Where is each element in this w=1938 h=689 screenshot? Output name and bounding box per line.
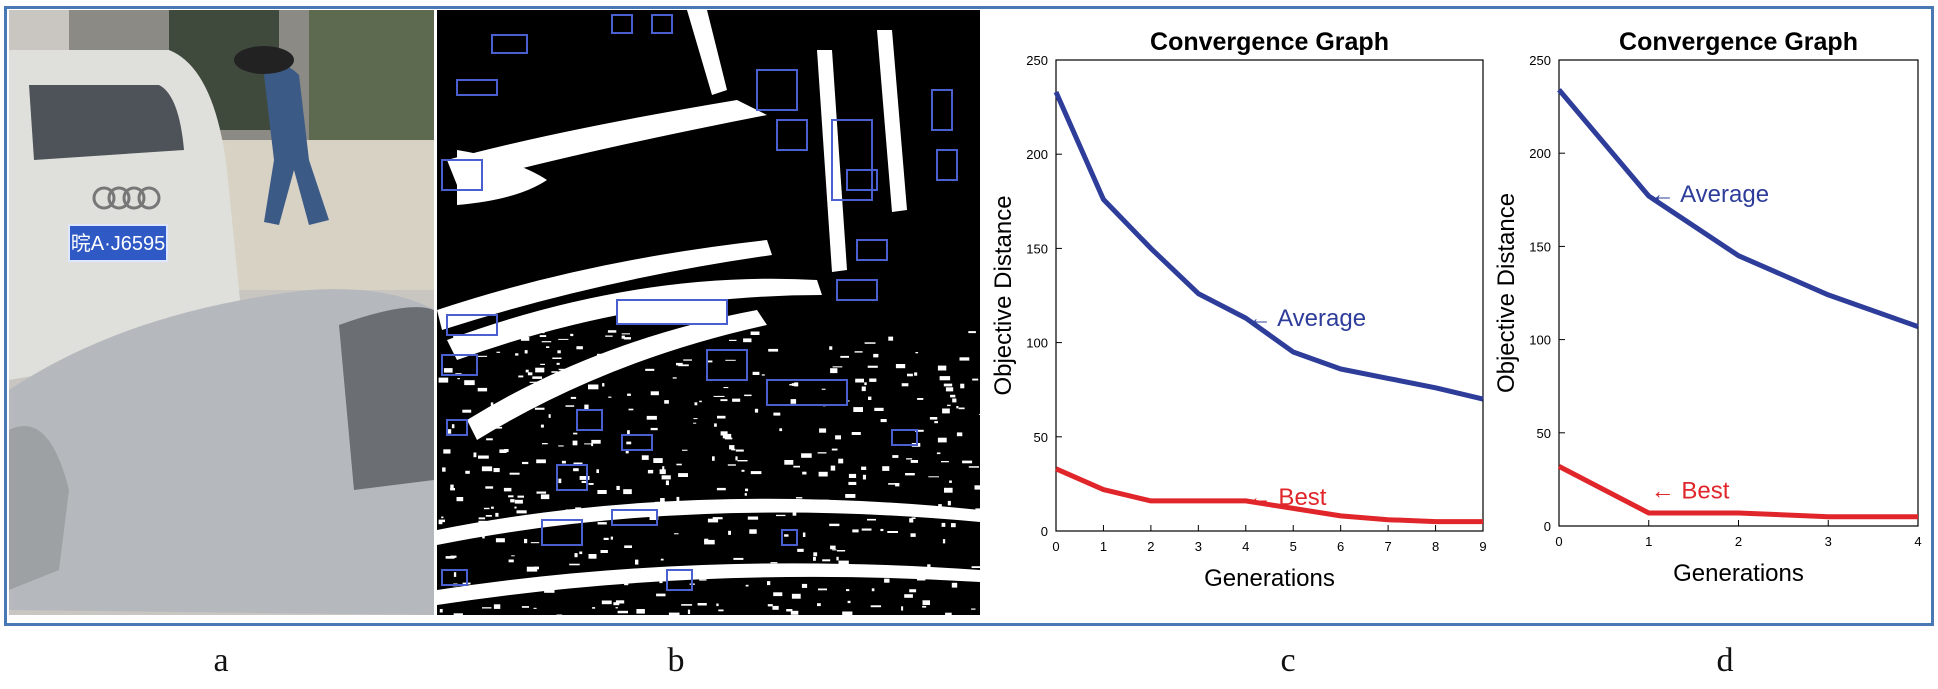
y-tick-label: 100	[1529, 333, 1551, 348]
series-line-average-c	[1053, 90, 1484, 402]
car-logo	[92, 186, 161, 210]
foreground-car	[9, 289, 434, 615]
x-tick-label: 4	[1242, 539, 1249, 554]
x-tick-label: 5	[1290, 539, 1297, 554]
x-tick-label: 7	[1384, 539, 1391, 554]
annotation-average-c: ← Average	[1248, 305, 1366, 332]
annotation-average-d: ← Average	[1651, 181, 1769, 208]
x-tick-label: 6	[1337, 539, 1344, 554]
x-axis-label-c: Generations	[1204, 565, 1335, 592]
plot-area-c	[1055, 59, 1484, 532]
convergence-chart-d: Convergence Graph 0 1 2 3 4 0 50 100 150 200 250 Gen…	[1493, 28, 1922, 587]
series-line-best-c	[1054, 466, 1483, 525]
y-tick-label: 250	[1026, 53, 1048, 68]
y-tick-label: 250	[1529, 53, 1551, 68]
x-tick-label: 3	[1825, 534, 1832, 549]
x-tick-label: 3	[1195, 539, 1202, 554]
convergence-chart-c: Convergence Graph 0 1 2 3 4 5 6 7 8 9 0 50 100 150 200 2…	[990, 28, 1487, 592]
detection-boxes	[441, 14, 958, 591]
x-tick-label: 1	[1100, 539, 1107, 554]
edge-speckles	[438, 330, 980, 615]
x-axis-label-d: Generations	[1673, 560, 1804, 587]
license-plate-text: 晥A·J6595	[71, 232, 166, 255]
annotation-best-c: ← Best	[1248, 484, 1327, 511]
pedestrian	[264, 65, 329, 225]
x-tick-label: 9	[1479, 539, 1486, 554]
caption-b: b	[667, 642, 685, 679]
y-tick-label: 0	[1041, 524, 1048, 539]
y-tick-label: 200	[1026, 147, 1048, 162]
license-plate	[68, 224, 168, 262]
figure-frame	[4, 6, 1934, 626]
edge-map-panel-b	[437, 10, 980, 615]
x-tick-label: 2	[1147, 539, 1154, 554]
annotation-best-d: ← Best	[1651, 478, 1730, 505]
y-tick-label: 100	[1026, 336, 1048, 351]
y-axis-label-d: Objective Distance	[1493, 193, 1520, 393]
x-tick-label: 1	[1645, 534, 1652, 549]
series-line-best-d	[1557, 464, 1918, 520]
caption-d: d	[1716, 642, 1734, 679]
y-tick-label: 150	[1026, 241, 1048, 256]
x-tick-label: 2	[1735, 534, 1742, 549]
plot-area-d	[1558, 59, 1919, 527]
x-tick-label: 0	[1555, 534, 1562, 549]
series-line-average-d	[1557, 88, 1919, 329]
caption-c: c	[1280, 642, 1296, 679]
y-tick-label: 150	[1529, 239, 1551, 254]
chart-title-c: Convergence Graph	[1150, 28, 1389, 56]
y-tick-label: 50	[1034, 430, 1048, 445]
x-tick-label: 8	[1432, 539, 1439, 554]
edge-texture	[437, 10, 980, 605]
y-tick-label: 50	[1537, 426, 1551, 441]
y-tick-label: 0	[1544, 519, 1551, 534]
photo-panel-a: 晥A·J6595	[9, 10, 434, 615]
chart-title-d: Convergence Graph	[1619, 28, 1858, 56]
y-axis-label-c: Objective Distance	[990, 195, 1017, 395]
x-tick-label: 0	[1052, 539, 1059, 554]
x-tick-label: 4	[1914, 534, 1921, 549]
caption-a: a	[213, 642, 229, 679]
y-tick-label: 200	[1529, 146, 1551, 161]
